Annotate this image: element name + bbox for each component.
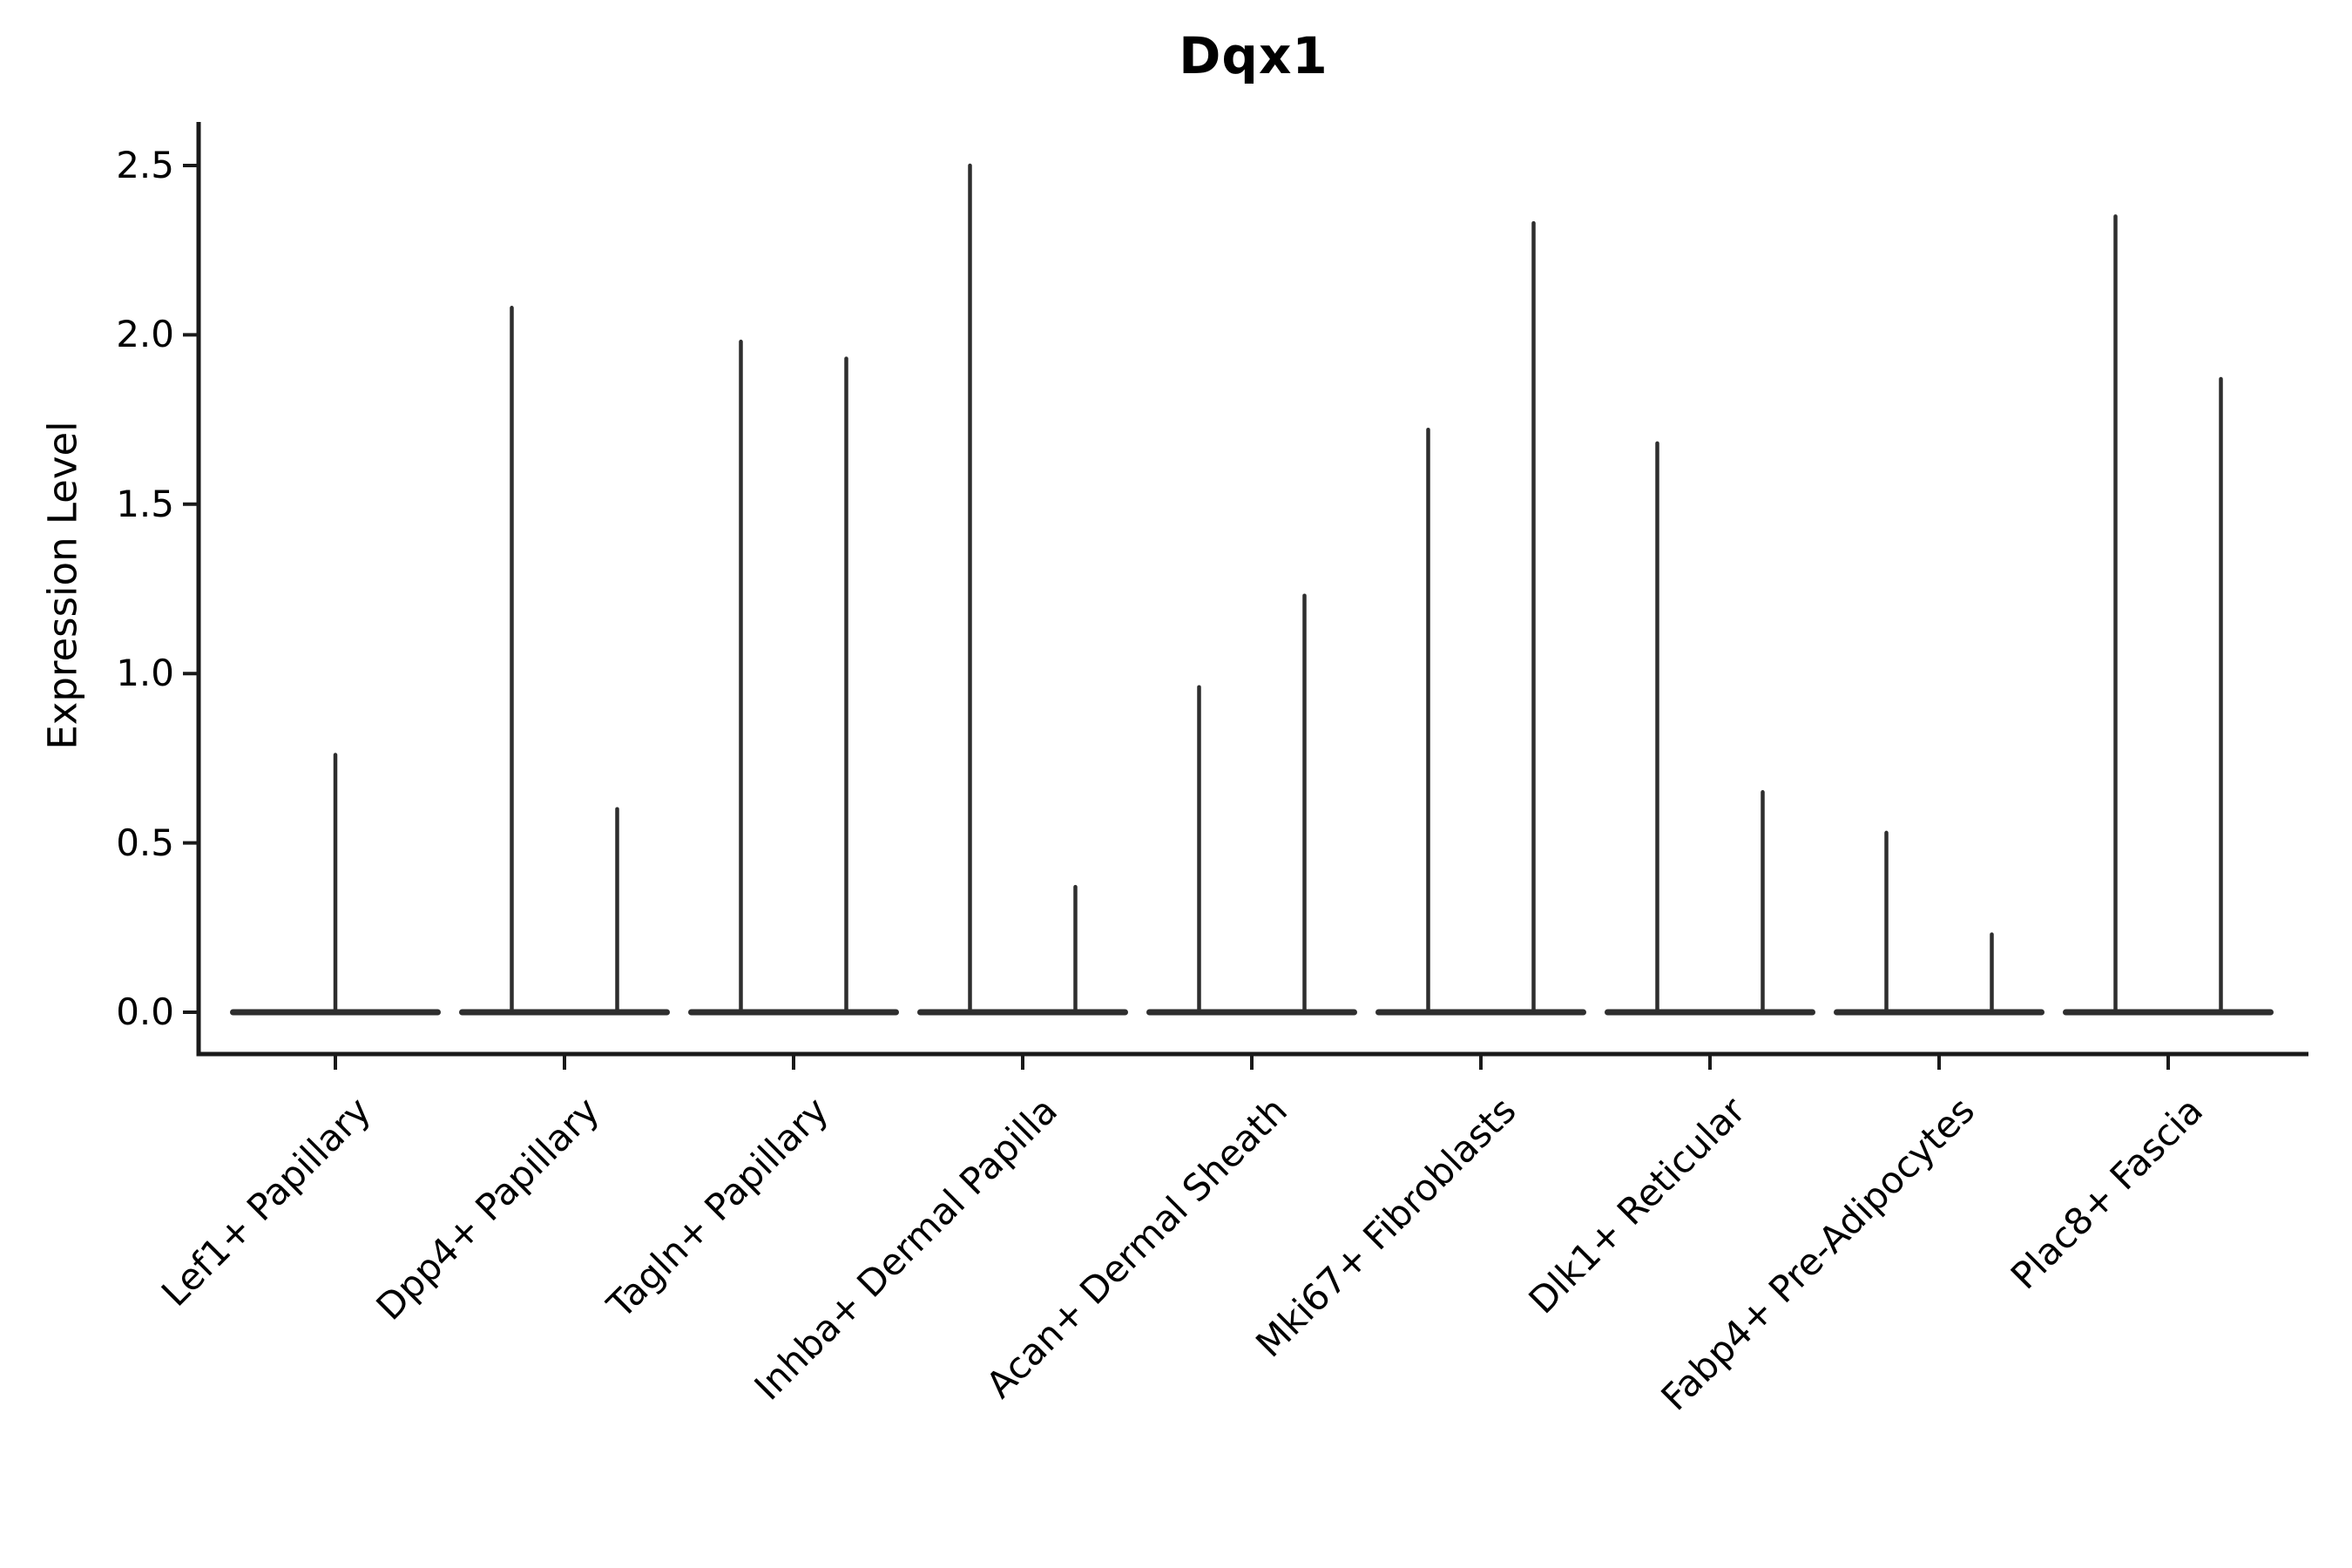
chart-title: Dqx1 — [1179, 26, 1328, 85]
violin-base — [2063, 1009, 2274, 1016]
violin-base — [917, 1009, 1128, 1016]
y-tick-label: 1.5 — [116, 482, 174, 525]
y-tick-label: 2.0 — [116, 313, 174, 356]
violin-base — [459, 1009, 670, 1016]
violin-base — [688, 1009, 899, 1016]
y-tick-label: 0.0 — [116, 990, 174, 1033]
y-tick-label: 1.0 — [116, 652, 174, 695]
violin-base — [1834, 1009, 2044, 1016]
y-tick-label: 0.5 — [116, 821, 174, 864]
violin-base — [1375, 1009, 1586, 1016]
violin-base — [1605, 1009, 1815, 1016]
violin-base — [1146, 1009, 1357, 1016]
y-tick-label: 2.5 — [116, 144, 174, 186]
